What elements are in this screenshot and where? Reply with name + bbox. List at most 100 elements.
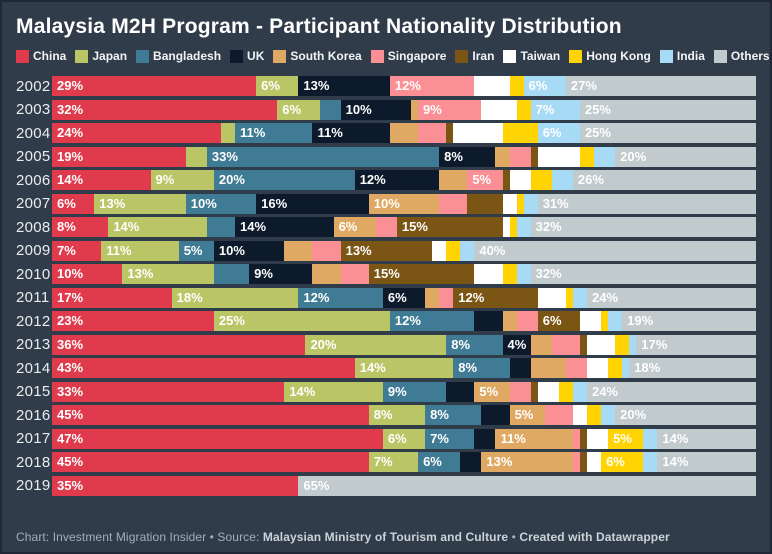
bar-segment-bangladesh [213,264,250,284]
segment-value-label: 16% [261,195,288,211]
segment-value-label: 13% [345,242,372,258]
bar-segment-south-korea: 13% [481,452,573,472]
year-label: 2017 [16,430,51,447]
stacked-bar-2013: 36% 20% 8% 4% 17% [52,334,756,355]
bar-segment-others: 27% [565,76,756,96]
chart-row-2005: 2005 19% 33% 8% 20% [16,146,756,167]
stacked-bar-2016: 45% 8% 8% 5% 20% [52,405,756,425]
bar-segment-japan: 14% [354,358,454,378]
bar-segment-iran [530,381,538,402]
bar-segment-singapore [572,428,580,449]
chart-footer: Chart: Investment Migration Insider • So… [16,530,756,544]
bar-segment-india: 7% [530,99,580,120]
bar-segment-bangladesh: 8% [453,358,510,378]
stacked-bar-2009: 7% 11% 5% 10% 13% 40% [52,240,756,261]
legend-label: Japan [92,49,128,63]
stacked-bar-2010: 10% 13% 9% 15% 32% [52,264,756,284]
bar-segment-japan: 9% [150,170,214,190]
bar-segment-iran [579,428,587,449]
year-label: 2018 [16,453,51,471]
year-label: 2010 [16,265,51,283]
india-swatch-icon [659,49,673,63]
bar-segment-uk: 14% [235,217,334,237]
bar-segment-uk [509,358,531,378]
segment-value-label: 18% [176,289,203,305]
bar-segment-japan: 18% [171,287,299,308]
segment-value-label: 32% [535,266,562,281]
bar-segment-uk: 4% [502,334,531,355]
bar-segment-hong-kong [509,76,524,96]
segment-value-label: 8% [373,407,393,422]
bar-segment-taiwan [481,99,517,120]
bar-segment-singapore [439,287,454,308]
legend-label: Hong Kong [586,49,651,63]
segment-value-label: 32% [535,219,562,234]
legend: China Japan Bangladesh UK South Korea Singapo… [16,49,770,63]
chart-row-2002: 2002 29% 6% 13% 12% 6% 27% [16,76,756,96]
segment-value-label: 6% [542,125,562,140]
bar-segment-china: 36% [52,334,306,355]
bar-segment-singapore [418,123,447,143]
bar-segment-iran [446,123,454,143]
bar-segment-others: 24% [586,287,756,308]
bar-segment-china: 45% [52,452,369,472]
bar-segment-india: 6% [537,123,580,143]
segment-value-label: 15% [373,266,400,281]
bar-segment-india: 6% [523,76,566,96]
legend-label: Iran [472,49,495,63]
segment-value-label: 6% [338,219,358,234]
bar-segment-south-korea [502,311,517,331]
segment-value-label: 13% [486,454,513,469]
segment-value-label: 20% [620,407,647,422]
chart-rows: 2002 29% 6% 13% 12% 6% 27% 2003 32% 6% 10% 9% 7% 25% 2… [16,76,756,496]
bar-segment-uk: 6% [382,287,426,308]
year-label: 2013 [16,336,51,353]
bar-segment-others: 20% [615,405,756,425]
bar-segment-iran [530,146,538,167]
stacked-bar-2015: 33% 14% 9% 5% 24% [52,381,756,402]
bar-segment-bangladesh [206,217,236,237]
segment-value-label: 24% [57,125,84,140]
bar-segment-iran [467,193,503,214]
footer-text: • [508,530,520,544]
bar-segment-singapore [439,193,468,214]
bar-segment-south-korea: 5% [509,405,545,425]
bar-segment-taiwan [537,146,580,167]
iran-swatch-icon [455,49,469,63]
segment-value-label: 33% [211,148,238,164]
legend-item-taiwan: Taiwan [503,49,560,63]
bar-segment-india [629,334,637,355]
segment-value-label: 6% [57,195,76,211]
bar-segment-taiwan [474,76,510,96]
bar-segment-china: 7% [52,240,102,261]
bar-segment-taiwan [432,240,447,261]
segment-value-label: 40% [479,242,506,258]
segment-value-label: 31% [542,195,569,211]
chart-row-2008: 2008 8% 14% 14% 6% 15% 32% [16,217,756,237]
segment-value-label: 65% [303,477,330,493]
legend-item-japan: Japan [75,49,127,63]
bar-segment-bangladesh: 6% [418,452,461,472]
bar-segment-south-korea [495,146,510,167]
bar-segment-bangladesh [319,99,341,120]
bar-segment-china: 32% [52,99,278,120]
hong-kong-swatch-icon [569,49,583,63]
segment-value-label: 14% [240,219,267,234]
bar-segment-singapore [375,217,397,237]
bar-segment-others: 20% [615,146,756,167]
bar-segment-hong-kong [565,287,573,308]
segment-value-label: 14% [57,172,84,187]
segment-value-label: 20% [620,148,647,164]
segment-value-label: 14% [662,430,689,446]
legend-item-iran: Iran [455,49,494,63]
bar-segment-bangladesh: 8% [425,405,482,425]
legend-label: China [33,49,67,63]
year-label: 2005 [16,148,51,165]
bar-segment-china: 17% [52,287,172,308]
legend-label: Singapore [387,49,447,63]
year-label: 2019 [16,477,51,494]
legend-item-south-korea: South Korea [273,49,362,63]
bar-segment-uk [446,381,475,402]
bar-segment-south-korea [284,240,313,261]
